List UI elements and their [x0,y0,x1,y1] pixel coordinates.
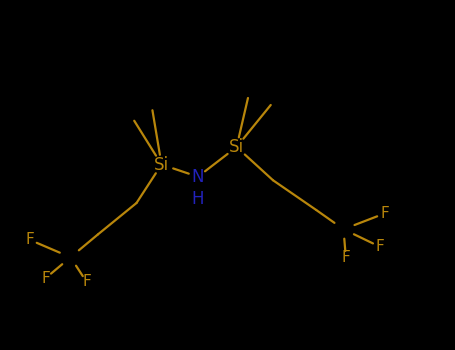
Text: Si: Si [154,155,169,174]
Text: H: H [192,190,204,209]
Text: Si: Si [229,138,244,156]
Text: F: F [380,206,389,221]
Text: N: N [192,168,204,186]
Text: F: F [341,250,350,265]
Text: F: F [82,274,91,289]
Text: F: F [41,271,50,286]
Text: F: F [25,232,34,247]
Text: F: F [375,239,384,254]
